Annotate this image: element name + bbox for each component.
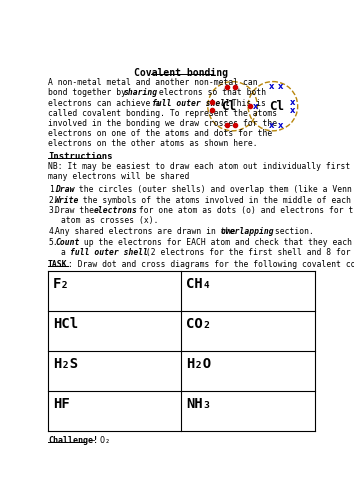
Text: called covalent bonding. To represent the atoms: called covalent bonding. To represent th… — [48, 108, 277, 118]
Text: up the electrons for EACH atom and check that they each now have: up the electrons for EACH atom and check… — [79, 238, 354, 247]
Text: the symbols of the atoms involved in the middle of each circle: the symbols of the atoms involved in the… — [78, 196, 354, 204]
Text: involved in the bonding we draw crosses for the: involved in the bonding we draw crosses … — [48, 118, 277, 128]
Text: x: x — [269, 121, 274, 130]
Text: 3.: 3. — [49, 206, 59, 216]
Text: full outer shell: full outer shell — [70, 248, 148, 257]
Text: overlapping: overlapping — [221, 227, 275, 236]
Text: Cl: Cl — [221, 100, 236, 112]
Text: 4.: 4. — [49, 227, 59, 236]
Text: Count: Count — [55, 238, 80, 247]
Text: electrons so that both: electrons so that both — [154, 88, 267, 98]
Text: x: x — [278, 121, 283, 130]
Text: a: a — [61, 248, 71, 257]
Text: section.: section. — [270, 227, 314, 236]
Text: 1.: 1. — [49, 184, 59, 194]
Text: Challenge!: Challenge! — [48, 436, 98, 445]
Text: NH₃: NH₃ — [186, 398, 211, 411]
Text: HF: HF — [53, 398, 69, 411]
Text: Covalent bonding: Covalent bonding — [135, 68, 228, 78]
Text: x: x — [290, 106, 296, 114]
Text: sharing: sharing — [123, 88, 158, 98]
Text: H₂S: H₂S — [53, 357, 78, 371]
Text: H₂O: H₂O — [186, 357, 211, 371]
Text: Draw the: Draw the — [55, 206, 99, 216]
Text: x: x — [253, 102, 258, 110]
Text: Write: Write — [55, 196, 80, 204]
Text: bond together by: bond together by — [48, 88, 131, 98]
Text: F₂: F₂ — [53, 277, 69, 291]
Text: for one atom as dots (o) and electrons for the other: for one atom as dots (o) and electrons f… — [134, 206, 354, 216]
Text: CO₂: CO₂ — [186, 317, 211, 331]
Text: x: x — [290, 98, 296, 107]
Text: NB: It may be easiest to draw each atom out individually first to work out how: NB: It may be easiest to draw each atom … — [48, 162, 354, 172]
Text: Cl: Cl — [269, 100, 284, 112]
Text: (2 electrons for the first shell and 8 for the next 2 shells): (2 electrons for the first shell and 8 f… — [141, 248, 354, 257]
Text: 5.: 5. — [49, 238, 59, 247]
Text: HCl: HCl — [53, 317, 78, 331]
Text: many electrons will be shared: many electrons will be shared — [48, 172, 189, 182]
Text: Instructions: Instructions — [48, 152, 113, 160]
Text: electrons can achieve a: electrons can achieve a — [48, 98, 165, 108]
Text: electrons on the other atoms as shown here.: electrons on the other atoms as shown he… — [48, 138, 258, 147]
Text: electrons: electrons — [94, 206, 138, 216]
Text: . This is: . This is — [222, 98, 266, 108]
Text: the circles (outer shells) and overlap them (like a Venn diagram): the circles (outer shells) and overlap t… — [74, 184, 354, 194]
Text: : Draw dot and cross diagrams for the following covalent compounds.: : Draw dot and cross diagrams for the fo… — [68, 260, 354, 269]
Text: x: x — [269, 82, 274, 92]
Text: electrons on one of the atoms and dots for the: electrons on one of the atoms and dots f… — [48, 128, 272, 138]
Text: TASK: TASK — [48, 260, 68, 269]
Text: x: x — [278, 82, 283, 92]
Text: CH₄: CH₄ — [186, 277, 211, 291]
Text: A non-metal metal and another non-metal can: A non-metal metal and another non-metal … — [48, 78, 258, 88]
Text: full outer shell: full outer shell — [152, 98, 230, 108]
Text: Any shared electrons are drawn in the: Any shared electrons are drawn in the — [55, 227, 240, 236]
Text: Draw: Draw — [55, 184, 75, 194]
Text: – O₂: – O₂ — [85, 436, 109, 445]
Text: 2.: 2. — [49, 196, 59, 204]
Text: atom as crosses (x).: atom as crosses (x). — [61, 216, 159, 226]
